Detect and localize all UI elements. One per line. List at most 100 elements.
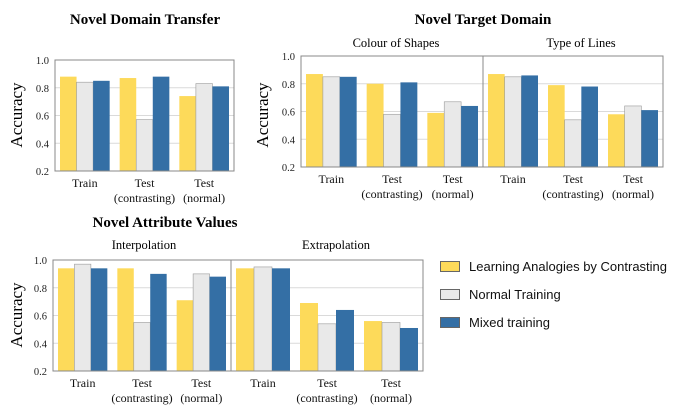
x-tick-label: Test <box>381 376 401 390</box>
bar-contrasting <box>364 321 382 371</box>
x-tick-label: (normal) <box>370 391 412 405</box>
title-novel-attribute-values: Novel Attribute Values <box>92 215 237 231</box>
bar-normal <box>564 119 582 168</box>
title-novel-domain-transfer: Novel Domain Transfer <box>70 12 221 28</box>
bar-mixed <box>150 273 167 371</box>
y-tick-label: 0.6 <box>36 112 49 123</box>
bar-contrasting <box>306 74 323 167</box>
bar-normal <box>192 273 210 372</box>
bar-normal <box>317 323 337 372</box>
x-tick-label: (normal) <box>432 187 474 201</box>
x-tick-label: Test <box>132 376 152 390</box>
x-tick-label: Test <box>191 376 211 390</box>
y-tick-label: 0.8 <box>36 84 49 95</box>
y-tick-label: 1.0 <box>36 56 49 67</box>
bar-contrasting <box>300 303 318 371</box>
bar-normal <box>74 263 92 372</box>
y-tick-label: 1.0 <box>282 52 295 63</box>
y-tick-label: 0.8 <box>282 80 295 91</box>
y-tick-label: 1.0 <box>34 256 47 267</box>
legend: Learning Analogies by Contrasting Normal… <box>440 256 667 340</box>
y-tick-label: 0.4 <box>34 339 48 350</box>
x-tick-label: (contrasting) <box>361 187 422 201</box>
legend-label-normal: Normal Training <box>469 286 561 302</box>
plot-frame <box>482 55 664 168</box>
x-tick-label: Train <box>500 172 526 186</box>
bar-mixed <box>400 82 418 167</box>
x-tick-label: Test <box>382 172 402 186</box>
y-tick-label: 0.4 <box>36 139 50 150</box>
x-tick-label: (contrasting) <box>542 187 603 201</box>
panel-type-of-lines: Train Test(contrasting)Test(normal) <box>482 55 664 201</box>
legend-item-contrasting: Learning Analogies by Contrasting <box>440 256 667 276</box>
subtitle-extrapolation: Extrapolation <box>302 238 371 252</box>
bar-normal <box>133 322 151 372</box>
y-tick-label: 0.6 <box>282 108 295 119</box>
bar-normal <box>76 81 94 172</box>
bar-normal <box>322 76 341 168</box>
x-tick-label: Test <box>194 176 214 190</box>
bar-mixed <box>400 327 418 371</box>
bar-contrasting <box>58 268 75 371</box>
x-tick-label: (normal) <box>180 391 222 405</box>
bar-normal <box>135 119 154 172</box>
x-tick-label: (contrasting) <box>111 391 172 405</box>
x-tick-label: Test <box>135 176 155 190</box>
bar-mixed <box>641 110 658 167</box>
bar-normal <box>443 101 462 168</box>
x-tick-label: Test <box>317 376 337 390</box>
bar-contrasting <box>60 76 77 171</box>
subtitle-type-of-lines: Type of Lines <box>546 36 615 50</box>
y-tick-label: 0.4 <box>282 135 296 146</box>
y-tick-label: 0.6 <box>34 312 47 323</box>
x-tick-label: Test <box>443 172 463 186</box>
panel-extrapolation: Train Test(contrasting)Test(normal) <box>230 259 424 405</box>
bar-contrasting <box>608 114 625 167</box>
bar-contrasting <box>179 96 196 171</box>
legend-label-mixed: Mixed training <box>469 314 550 330</box>
bar-normal <box>381 322 401 372</box>
bar-normal <box>504 76 522 168</box>
y-tick-label: 0.2 <box>282 163 295 174</box>
bar-mixed <box>336 309 354 371</box>
bar-contrasting <box>117 268 134 371</box>
plot-frame <box>54 59 235 172</box>
x-tick-label: Train <box>72 176 98 190</box>
y-axis-label-domain-transfer: Accuracy <box>7 82 26 148</box>
subtitle-interpolation: Interpolation <box>112 238 177 252</box>
x-tick-label: (normal) <box>612 187 654 201</box>
x-tick-label: (contrasting) <box>114 191 175 205</box>
bar-normal <box>195 83 213 172</box>
x-tick-label: Test <box>563 172 583 186</box>
bar-mixed <box>521 75 538 167</box>
title-novel-target-domain: Novel Target Domain <box>415 12 552 28</box>
bar-mixed <box>152 76 170 171</box>
bar-normal <box>383 113 401 168</box>
bar-mixed <box>90 268 108 371</box>
y-axis-label-target-domain: Accuracy <box>253 82 272 148</box>
x-tick-label: Test <box>623 172 643 186</box>
x-tick-label: Train <box>250 376 276 390</box>
bar-normal <box>253 266 273 372</box>
bar-mixed <box>209 276 226 371</box>
x-tick-label: Train <box>70 376 96 390</box>
bar-mixed <box>272 268 290 371</box>
y-axis-label-attribute-values: Accuracy <box>7 282 26 348</box>
legend-label-contrasting: Learning Analogies by Contrasting <box>469 258 668 274</box>
bar-mixed <box>212 86 229 171</box>
y-tick-label: 0.2 <box>34 367 47 378</box>
legend-swatch-normal <box>440 288 460 300</box>
legend-item-normal: Normal Training <box>440 284 667 304</box>
x-tick-label: (contrasting) <box>296 391 357 405</box>
bar-contrasting <box>488 74 505 167</box>
bar-normal <box>624 105 642 168</box>
bar-mixed <box>93 80 110 171</box>
bar-contrasting <box>427 112 445 167</box>
bar-mixed <box>461 105 478 167</box>
bar-contrasting <box>366 83 384 167</box>
bar-mixed <box>581 86 598 167</box>
